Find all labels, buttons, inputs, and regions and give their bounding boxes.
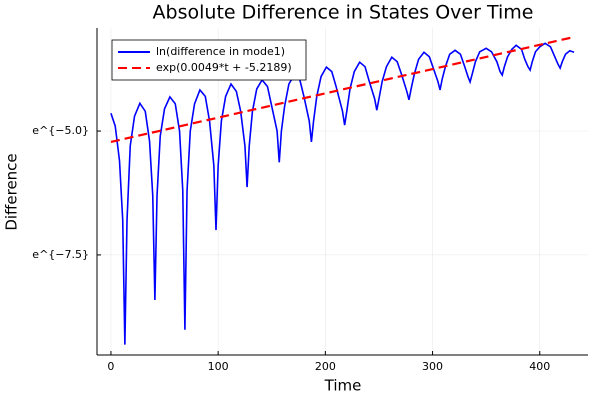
chart-title: Absolute Difference in States Over Time bbox=[153, 2, 534, 24]
x-tick-label: 200 bbox=[315, 360, 336, 373]
x-tick-label: 0 bbox=[107, 360, 114, 373]
series-line bbox=[110, 42, 575, 345]
series-line bbox=[110, 35, 575, 143]
legend-label: exp(0.0049*t + -5.2189) bbox=[156, 61, 292, 74]
x-axis-label: Time bbox=[324, 377, 362, 395]
x-tick-label: 400 bbox=[529, 360, 550, 373]
legend-box bbox=[111, 39, 307, 81]
y-tick-label: e^{−5.0} bbox=[32, 124, 89, 137]
x-tick-label: 100 bbox=[208, 360, 229, 373]
x-tick-label: 300 bbox=[422, 360, 443, 373]
y-axis-label: Difference bbox=[3, 153, 21, 230]
legend-label: ln(difference in mode1) bbox=[156, 45, 285, 58]
y-tick-label: e^{−7.5} bbox=[32, 248, 89, 261]
